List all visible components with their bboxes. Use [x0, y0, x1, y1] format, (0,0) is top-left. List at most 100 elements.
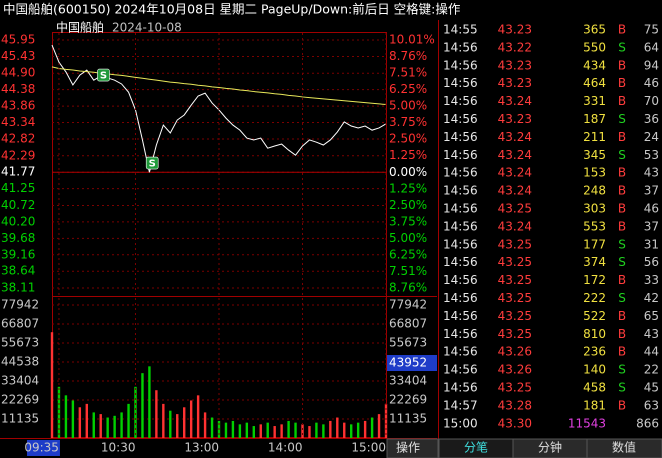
trade-time: 14:56 [443, 148, 478, 162]
trade-count: 24 [644, 130, 659, 144]
trade-time: 14:56 [443, 202, 478, 216]
trade-price: 43.24 [498, 148, 532, 162]
trade-time: 15:00 [443, 416, 478, 430]
volume-bar [148, 366, 151, 438]
trade-price: 43.24 [498, 184, 532, 198]
volume-bar [134, 386, 137, 438]
volume-bar [259, 424, 262, 438]
trade-volume: 553 [583, 219, 606, 233]
trade-price: 43.25 [498, 255, 532, 269]
y2-tick-label: 22269 [389, 393, 427, 407]
trade-count: 65 [644, 309, 659, 323]
trade-count: 53 [644, 148, 659, 162]
y2-tick-label: 5.00% [389, 231, 427, 245]
trade-count: 866 [636, 416, 659, 430]
trade-count: 46 [644, 202, 659, 216]
trade-side: S [618, 255, 626, 269]
trade-side: B [618, 219, 626, 233]
y-tick-label: 42.82 [1, 132, 35, 146]
trade-count: 46 [644, 76, 659, 90]
volume-bar [322, 424, 325, 438]
trade-volume: 172 [583, 273, 606, 287]
trade-side: B [618, 166, 626, 180]
trade-price: 43.30 [498, 416, 532, 430]
tab-label[interactable]: 操作 [396, 440, 420, 455]
trade-volume: 140 [583, 363, 606, 377]
trade-side: B [618, 130, 626, 144]
trade-side: B [618, 58, 626, 72]
volume-bar [356, 422, 360, 438]
y-tick-label: 43.86 [1, 99, 35, 113]
trade-side: B [618, 273, 626, 287]
trade-volume: 464 [583, 76, 606, 90]
tab-label[interactable]: 分笔 [464, 440, 488, 455]
y2-tick-label: 3.75% [389, 115, 427, 129]
trade-time: 14:56 [443, 166, 478, 180]
trade-time: 14:56 [443, 255, 478, 269]
trade-volume: 181 [583, 398, 606, 412]
trade-price: 43.25 [498, 309, 532, 323]
y2-tick-label: 77942 [389, 298, 427, 312]
trade-count: 94 [644, 58, 659, 72]
y-tick-label: 22269 [1, 393, 39, 407]
signal-label: S [149, 159, 156, 170]
y-tick-label: 11135 [1, 411, 39, 425]
volume-bar [169, 410, 172, 438]
y-tick-label: 66807 [1, 317, 39, 331]
trade-price: 43.23 [498, 76, 532, 90]
y-tick-label: 55673 [1, 335, 39, 349]
trade-side: B [618, 23, 626, 37]
y2-tick-label: 5.00% [389, 99, 427, 113]
trade-count: 70 [644, 94, 659, 108]
trade-price: 43.24 [498, 166, 532, 180]
volume-bar [196, 395, 200, 438]
trade-price: 43.23 [498, 112, 532, 126]
trade-price: 43.26 [498, 345, 532, 359]
trade-time: 14:55 [443, 23, 478, 37]
trade-count: 56 [644, 255, 659, 269]
y-tick-label: 45.95 [1, 33, 35, 47]
cursor-label: 43952 [389, 356, 427, 370]
y-tick-label: 43.34 [1, 115, 35, 129]
trade-volume: 331 [583, 94, 606, 108]
x-tick-label: 09:35 [24, 441, 59, 455]
trade-time: 14:56 [443, 184, 478, 198]
trade-side: B [618, 76, 626, 90]
trade-count: 31 [644, 237, 659, 251]
volume-bar [176, 414, 179, 438]
trade-side: B [618, 184, 626, 198]
trade-side: B [618, 327, 626, 341]
trade-volume: 248 [583, 184, 606, 198]
volume-bar [329, 420, 332, 438]
trade-volume: 187 [583, 112, 606, 126]
y2-tick-label: 55673 [389, 335, 427, 349]
y2-tick-label: 3.75% [389, 214, 427, 228]
trade-price: 43.23 [498, 58, 532, 72]
trade-count: 22 [644, 363, 659, 377]
volume-bar [273, 426, 276, 438]
tab-label[interactable]: 分钟 [538, 440, 562, 455]
trade-time: 14:56 [443, 381, 478, 395]
volume-bar [231, 420, 235, 438]
volume-bar [113, 415, 116, 438]
time-cursor [26, 440, 60, 456]
trade-side: B [618, 309, 626, 323]
trade-price: 43.25 [498, 291, 532, 305]
trade-count: 33 [644, 273, 659, 287]
trade-volume: 211 [583, 130, 606, 144]
trade-side: S [618, 363, 626, 377]
tab-label[interactable]: 数值 [612, 440, 636, 455]
tab[interactable] [586, 438, 662, 458]
trade-side: B [618, 202, 626, 216]
trade-side: B [618, 94, 626, 108]
volume-bar [189, 400, 193, 438]
x-tick-label: 14:00 [268, 441, 303, 455]
volume-bar [377, 414, 381, 438]
trade-count: 45 [644, 381, 659, 395]
tab[interactable] [386, 438, 439, 458]
signal-marker [145, 156, 159, 170]
trade-count: 42 [644, 291, 659, 305]
y-tick-label: 42.29 [1, 148, 35, 162]
trade-count: 75 [644, 23, 659, 37]
trade-count: 37 [644, 219, 659, 233]
